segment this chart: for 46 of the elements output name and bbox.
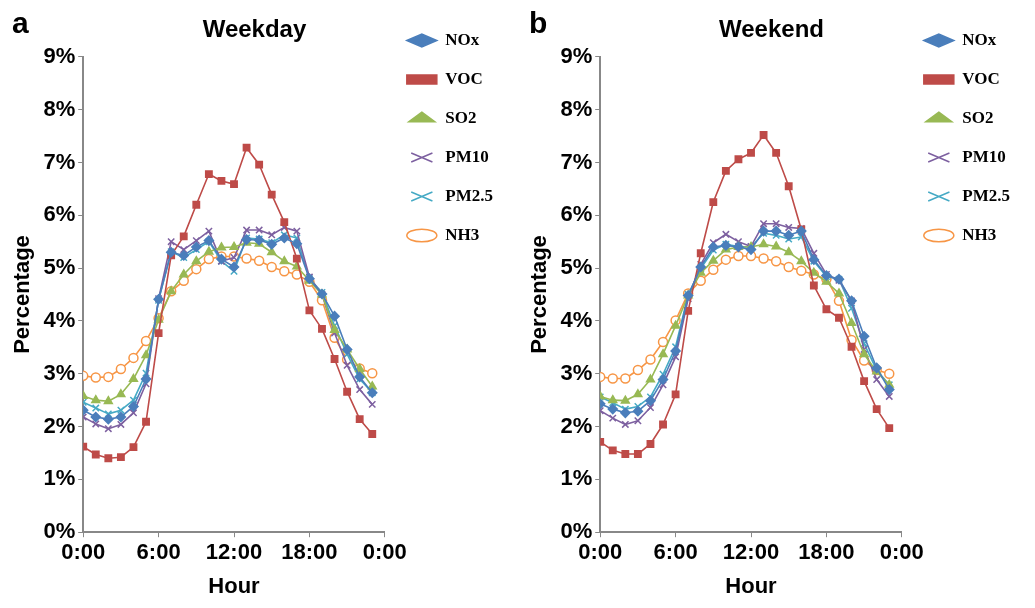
y-tick-label: 1% — [560, 465, 593, 491]
legend-label: NOx — [445, 29, 480, 49]
y-tick-label: 2% — [43, 412, 76, 438]
x-tick-label: 6:00 — [653, 539, 698, 565]
y-tick-label: 7% — [560, 148, 593, 174]
chart-title: Weekend — [719, 15, 824, 43]
legend-label: PM2.5 — [445, 185, 494, 205]
y-tick-label: 8% — [43, 95, 76, 121]
legend-label: SO2 — [445, 107, 477, 127]
y-tick-label: 8% — [560, 95, 593, 121]
y-tick-label: 3% — [43, 359, 76, 385]
x-tick-label: 0:00 — [879, 539, 924, 565]
legend-label: NOx — [962, 29, 997, 49]
legend-label: PM2.5 — [962, 185, 1011, 205]
legend-label: VOC — [962, 68, 1000, 88]
x-axis-title: Hour — [208, 572, 261, 598]
y-tick-label: 2% — [560, 412, 593, 438]
x-tick-label: 12:00 — [722, 539, 780, 565]
x-tick-label: 0:00 — [362, 539, 407, 565]
y-tick-label: 3% — [560, 359, 593, 385]
y-tick-label: 5% — [43, 254, 76, 280]
x-tick-label: 18:00 — [798, 539, 855, 565]
y-tick-label: 5% — [560, 254, 593, 280]
legend-label: NH3 — [962, 224, 997, 244]
legend-label: NH3 — [445, 224, 480, 244]
chart-title: Weekday — [202, 15, 307, 43]
y-tick-label: 6% — [43, 201, 76, 227]
y-tick-label: 4% — [43, 306, 76, 332]
y-axis-title: Percentage — [526, 235, 552, 354]
x-tick-label: 18:00 — [281, 539, 338, 565]
y-tick-label: 6% — [560, 201, 593, 227]
y-tick-label: 7% — [43, 148, 76, 174]
x-tick-label: 6:00 — [136, 539, 181, 565]
legend-label: PM10 — [962, 146, 1006, 166]
y-axis-title: Percentage — [9, 235, 35, 354]
x-tick-label: 12:00 — [205, 539, 263, 565]
y-tick-label: 4% — [560, 306, 593, 332]
text: b — [529, 6, 548, 40]
text: a — [12, 6, 29, 40]
y-tick-label: 9% — [43, 42, 76, 68]
y-tick-label: 9% — [560, 42, 593, 68]
legend-label: VOC — [445, 68, 483, 88]
y-tick-label: 1% — [43, 465, 76, 491]
legend-label: PM10 — [445, 146, 489, 166]
x-axis-title: Hour — [725, 572, 778, 598]
legend-label: SO2 — [962, 107, 994, 127]
